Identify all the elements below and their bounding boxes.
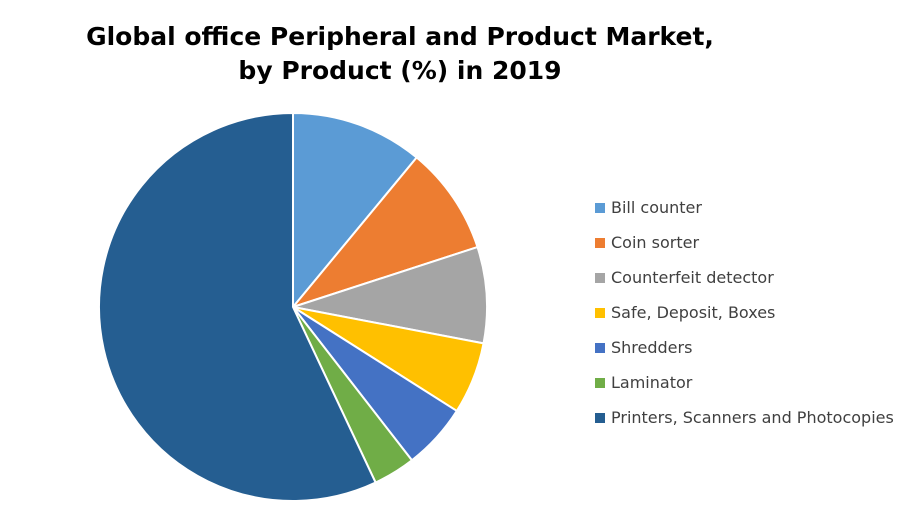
legend-label: Printers, Scanners and Photocopies	[611, 408, 894, 427]
pie-slice-bill-counter	[292, 112, 418, 308]
legend-swatch	[595, 307, 605, 318]
legend-item-shredders: Shredders	[595, 330, 895, 365]
legend-label: Safe, Deposit, Boxes	[611, 303, 776, 322]
legend-swatch	[595, 412, 605, 423]
legend-label: Coin sorter	[611, 233, 700, 252]
legend-item-laminator: Laminator	[595, 365, 895, 400]
legend-label: Counterfeit detector	[611, 268, 774, 287]
legend-item-printers-scanners-and-photocopies: Printers, Scanners and Photocopies	[595, 400, 895, 435]
legend-swatch	[595, 237, 605, 248]
legend-item-counterfeit-detector: Counterfeit detector	[595, 260, 895, 295]
pie-slice-printers-scanners-and-photocopies	[98, 112, 377, 502]
legend-swatch	[595, 202, 605, 213]
chart-title-line-2: by Product (%) in 2019	[238, 56, 562, 85]
legend-item-coin-sorter: Coin sorter	[595, 225, 895, 260]
legend-label: Bill counter	[611, 198, 702, 217]
pie-chart	[98, 112, 488, 502]
legend-label: Laminator	[611, 373, 693, 392]
pie-slice-coin-sorter	[292, 156, 479, 308]
chart-title: Global office Peripheral and Product Mar…	[0, 20, 800, 88]
legend-label: Shredders	[611, 338, 693, 357]
pie-slice-counterfeit-detector	[292, 246, 488, 345]
legend-item-safe-deposit-boxes: Safe, Deposit, Boxes	[595, 295, 895, 330]
legend-swatch	[595, 272, 605, 283]
legend-swatch	[595, 342, 605, 353]
legend-item-bill-counter: Bill counter	[595, 190, 895, 225]
chart-title-line-1: Global office Peripheral and Product Mar…	[86, 22, 714, 51]
chart-legend: Bill counter Coin sorter Counterfeit detec…	[595, 190, 895, 435]
legend-swatch	[595, 377, 605, 388]
